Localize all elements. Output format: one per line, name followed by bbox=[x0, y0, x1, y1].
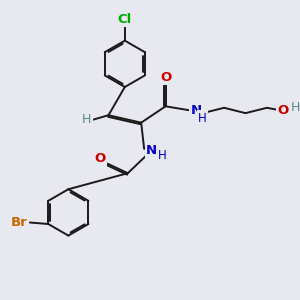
Text: H: H bbox=[291, 101, 300, 114]
Text: H: H bbox=[158, 149, 167, 162]
Text: N: N bbox=[146, 144, 157, 157]
Text: N: N bbox=[190, 104, 201, 117]
Text: H: H bbox=[198, 112, 207, 125]
Text: H: H bbox=[82, 113, 91, 126]
Text: O: O bbox=[160, 71, 171, 84]
Text: Br: Br bbox=[11, 216, 28, 229]
Text: Cl: Cl bbox=[118, 13, 132, 26]
Text: O: O bbox=[94, 152, 106, 165]
Text: O: O bbox=[277, 104, 289, 117]
